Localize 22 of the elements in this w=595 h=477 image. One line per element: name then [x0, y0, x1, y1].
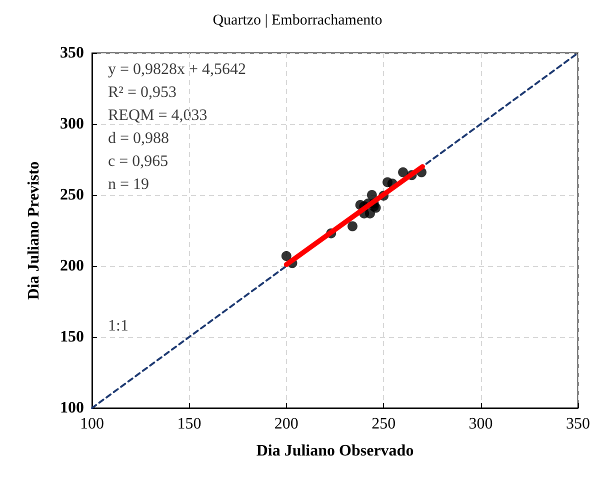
y-tick-label: 100	[60, 400, 84, 416]
annotation: R² = 0,953	[108, 84, 176, 101]
x-tick-label: 150	[177, 416, 202, 432]
annotation: n = 19	[108, 176, 150, 193]
x-tick-label: 300	[468, 416, 493, 432]
y-tick-label: 300	[60, 116, 84, 132]
y-tick-label: 150	[60, 328, 84, 346]
annotation: 1:1	[108, 318, 128, 334]
x-tick-label: 350	[566, 416, 590, 432]
x-axis-title: Dia Juliano Observado	[256, 442, 414, 460]
x-tick-label: 200	[274, 416, 298, 432]
chart-title: Quartzo | Emborrachamento	[212, 12, 382, 28]
annotation: y = 0,9828x + 4,5642	[108, 61, 246, 78]
x-tick-label: 100	[80, 416, 104, 432]
y-axis-title: Dia Juliano Previsto	[26, 161, 42, 300]
y-tick-label: 350	[60, 44, 84, 62]
y-tick-label: 250	[60, 186, 84, 204]
annotation: d = 0,988	[108, 130, 170, 147]
x-tick-label: 250	[372, 416, 396, 432]
annotation: c = 0,965	[108, 153, 168, 170]
annotation: REQM = 4,033	[108, 107, 208, 124]
y-tick-label: 200	[60, 258, 84, 274]
